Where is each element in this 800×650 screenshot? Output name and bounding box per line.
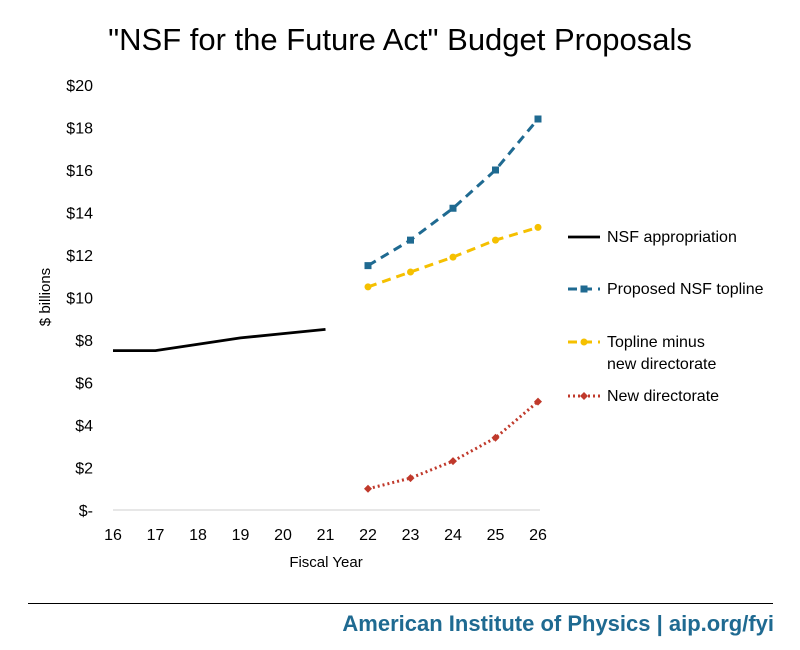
legend-label-line: Topline minus xyxy=(607,334,705,351)
y-tick-labels: $- $2 $4 $6 $8 $10 $12 $14 $16 $18 $20 xyxy=(66,78,93,520)
series-line-proposed-nsf-topline xyxy=(367,118,540,267)
x-tick-label: 26 xyxy=(529,527,547,544)
legend-item-new-directorate: New directorate xyxy=(568,388,719,405)
x-tick-label: 25 xyxy=(487,527,505,544)
data-point-marker xyxy=(406,474,415,483)
y-tick-label: $- xyxy=(79,503,93,520)
x-tick-labels: 16 17 18 19 20 21 22 23 24 25 26 xyxy=(104,527,547,544)
series-new-directorate xyxy=(364,397,542,493)
y-tick-label: $14 xyxy=(66,206,93,223)
series-lines xyxy=(113,115,542,493)
data-point-marker xyxy=(580,392,588,400)
data-point-marker xyxy=(580,338,588,346)
y-tick-label: $2 xyxy=(75,461,93,478)
x-tick-label: 16 xyxy=(104,527,122,544)
x-tick-label: 22 xyxy=(359,527,377,544)
data-point-marker xyxy=(449,204,457,212)
data-point-marker xyxy=(491,433,500,442)
legend-item-topline-minus-new-directorate: Topline minus new directorate xyxy=(568,334,716,373)
y-tick-label: $18 xyxy=(66,121,93,138)
data-point-marker xyxy=(449,457,457,466)
data-point-marker xyxy=(580,285,588,293)
x-tick-label: 23 xyxy=(402,527,420,544)
chart: $- $2 $4 $6 $8 $10 $12 $14 $16 $18 $20 16 17 18 19 20 2… xyxy=(37,78,764,571)
data-point-marker xyxy=(534,115,542,123)
legend-label-line: new directorate xyxy=(607,356,716,373)
legend-label: Proposed NSF topline xyxy=(607,281,764,298)
data-point-marker xyxy=(534,223,542,231)
data-point-marker xyxy=(534,397,542,406)
y-tick-label: $16 xyxy=(66,163,93,180)
footer-credit: American Institute of Physics | aip.org/… xyxy=(342,611,774,636)
legend-item-nsf-appropriation: NSF appropriation xyxy=(568,229,737,246)
data-point-marker xyxy=(492,236,499,244)
legend: NSF appropriation Proposed NSF topline Top… xyxy=(568,229,764,405)
series-line-new-directorate xyxy=(367,400,539,491)
y-tick-label: $12 xyxy=(66,248,93,265)
data-point-marker xyxy=(407,236,414,244)
series-proposed-nsf-topline xyxy=(364,115,542,270)
legend-label: NSF appropriation xyxy=(607,229,737,246)
data-point-marker xyxy=(364,484,372,493)
series-topline-minus-new-directorate xyxy=(364,223,542,291)
legend-label: New directorate xyxy=(607,388,719,405)
data-point-marker xyxy=(364,262,372,270)
x-tick-label: 18 xyxy=(189,527,207,544)
chart-title: "NSF for the Future Act" Budget Proposal… xyxy=(108,22,692,57)
x-tick-label: 21 xyxy=(317,527,335,544)
series-line-nsf-appropriation xyxy=(113,328,326,352)
x-tick-label: 24 xyxy=(444,527,462,544)
data-point-marker xyxy=(492,166,499,174)
data-point-marker xyxy=(364,283,372,291)
data-point-marker xyxy=(449,253,457,261)
x-tick-label: 17 xyxy=(147,527,165,544)
y-tick-label: $4 xyxy=(75,418,93,435)
legend-item-proposed-nsf-topline: Proposed NSF topline xyxy=(568,281,764,298)
footer-divider xyxy=(28,603,773,604)
data-point-marker xyxy=(407,268,414,276)
x-tick-label: 20 xyxy=(274,527,292,544)
y-tick-label: $8 xyxy=(75,333,93,350)
legend-label: Topline minus new directorate xyxy=(607,334,716,373)
y-tick-label: $20 xyxy=(66,78,93,95)
series-nsf-appropriation xyxy=(113,328,326,352)
y-tick-label: $10 xyxy=(66,291,93,308)
x-tick-label: 19 xyxy=(232,527,250,544)
y-tick-label: $6 xyxy=(75,376,93,393)
y-axis-title: $ billions xyxy=(37,268,54,326)
x-axis-title: Fiscal Year xyxy=(289,554,362,571)
